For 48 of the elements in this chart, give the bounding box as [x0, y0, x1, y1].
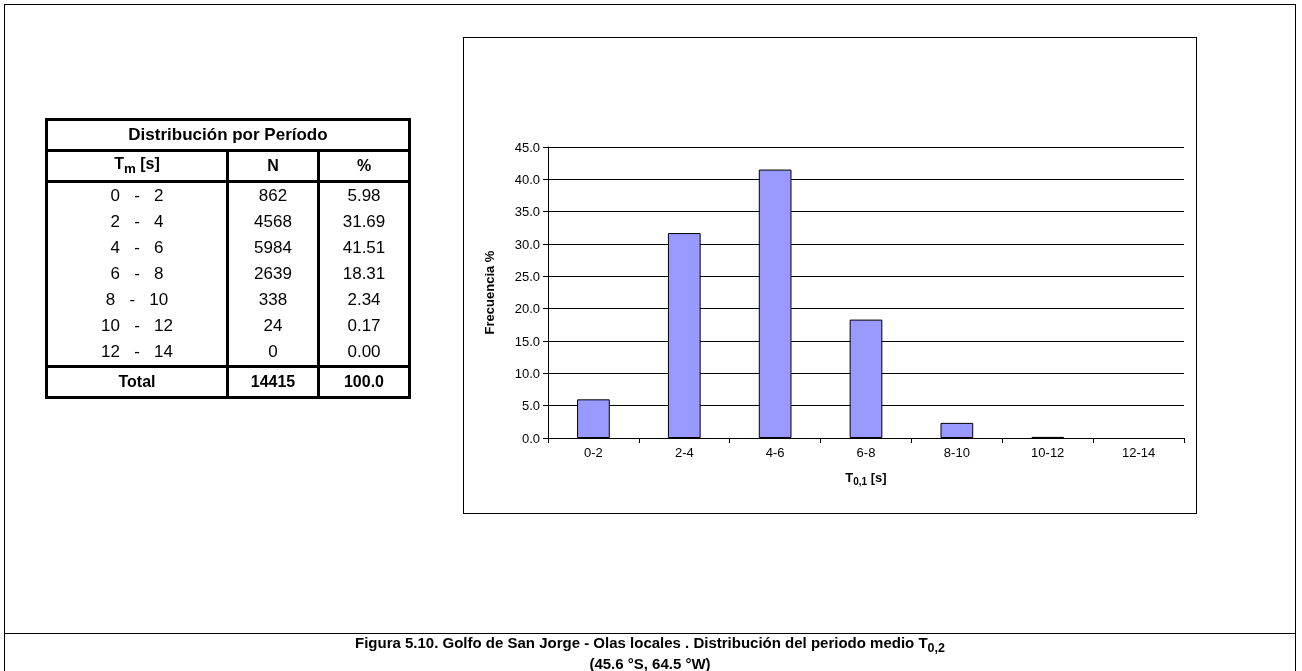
y-tick-label: 0.0 — [521, 430, 540, 446]
text: 100.0 — [343, 373, 385, 390]
category-label: 8 - 10 — [46, 287, 228, 313]
data-label: 0 — [227, 339, 319, 367]
y-tick-label: 25.0 — [514, 268, 540, 284]
text: T$_{m}$ [s] — [46, 150, 228, 182]
x-tick-label: 6-8 — [856, 445, 876, 460]
category-label: 6 - 8 — [46, 261, 228, 287]
text: Distribución por Período — [46, 119, 410, 151]
data-label: 24 — [227, 313, 319, 339]
y-tick-label: 35.0 — [514, 204, 540, 220]
text: % — [318, 150, 410, 182]
text: Total — [46, 366, 228, 398]
y-tick-label: 5.0 — [521, 398, 540, 414]
data-label: 5984 — [227, 235, 319, 261]
x-tick-label: 8-10 — [943, 445, 970, 460]
y-tick-label: 10.0 — [514, 365, 540, 381]
text: 14415 — [250, 373, 296, 390]
category-label: 12 - 14 — [46, 339, 228, 367]
text: N — [227, 150, 319, 182]
y-tick-label: 40.0 — [514, 171, 540, 187]
x-tick-label: 10-12 — [1031, 445, 1065, 460]
y-tick-label: 15.0 — [514, 333, 540, 349]
y-axis-title: Frecuencia % — [482, 250, 497, 335]
category-label: 0 - 2 — [46, 181, 228, 209]
y-tick-label: 45.0 — [514, 139, 540, 155]
category-label: 4 - 6 — [46, 235, 228, 261]
category-label: 10 - 12 — [46, 313, 228, 339]
data-label: 2639 — [227, 261, 319, 287]
data-label: 5.98 — [318, 181, 410, 209]
data-label: 31.69 — [318, 209, 410, 235]
data-label: 41.51 — [318, 235, 410, 261]
x-tick-label: 0-2 — [584, 445, 603, 460]
x-tick-label: 2-4 — [674, 445, 694, 460]
x-tick-label: 12-14 — [1121, 445, 1156, 460]
y-tick-label: 30.0 — [514, 236, 540, 252]
data-label: 338 — [227, 287, 319, 313]
bar — [940, 422, 974, 438]
category-label: 2 - 4 — [46, 209, 228, 235]
data-label: 862 — [227, 181, 319, 209]
y-tick-label: 20.0 — [514, 301, 540, 317]
data-label: 0.00 — [318, 339, 410, 367]
x-tick-label: 4-6 — [765, 445, 785, 460]
data-label: 0.17 — [318, 313, 410, 339]
text: Figura 5.10. Golfo de San Jorge - Olas locales . Distribución del periodo medio T$_{0,2}$ — [354, 634, 946, 656]
data-label: 4568 — [227, 209, 319, 235]
data-label: 2.34 — [318, 287, 410, 313]
data-label: 18.31 — [318, 261, 410, 287]
